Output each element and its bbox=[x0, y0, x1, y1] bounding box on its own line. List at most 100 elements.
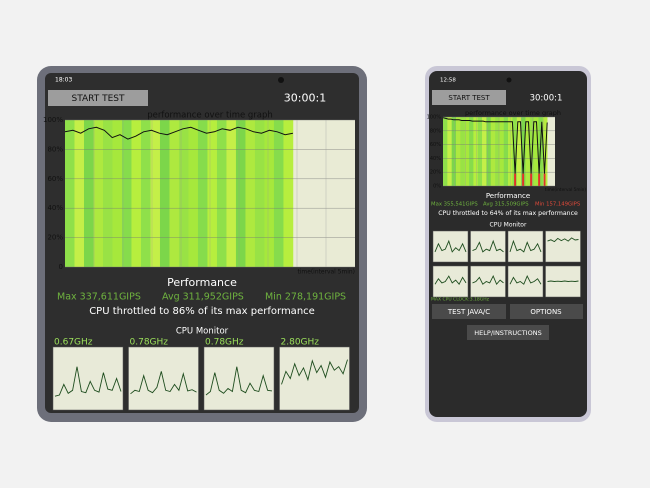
plot-stripe bbox=[477, 117, 483, 186]
start-button-label[interactable]: START TEST bbox=[448, 94, 490, 102]
cpu-trace bbox=[472, 239, 504, 253]
performance-title: Performance bbox=[486, 192, 530, 200]
y-tick-label: 0 bbox=[59, 263, 63, 271]
plot-stripe bbox=[65, 120, 75, 267]
plot-stripe bbox=[235, 120, 246, 267]
plot-stripe bbox=[273, 120, 284, 267]
cpu-monitor-box bbox=[128, 346, 199, 411]
plot-stripe bbox=[216, 120, 227, 267]
cpu-monitor-box bbox=[507, 265, 544, 298]
plot-stripe bbox=[464, 117, 470, 186]
drop-bar bbox=[514, 173, 517, 186]
plot-stripe bbox=[473, 117, 479, 186]
drop-bar bbox=[538, 173, 541, 186]
y-tick-label: 20% bbox=[47, 234, 63, 242]
plot-stripe bbox=[112, 120, 123, 267]
plot-stripe bbox=[525, 117, 531, 186]
max-label: Max 337,611GIPS bbox=[57, 292, 141, 303]
plot-stripe bbox=[83, 120, 94, 267]
y-tick-label: 80% bbox=[47, 145, 63, 153]
plot-stripe bbox=[469, 117, 474, 186]
plot-stripe bbox=[197, 120, 208, 267]
cpu-trace bbox=[205, 366, 273, 396]
test-button[interactable] bbox=[432, 304, 506, 319]
plot-stripe bbox=[451, 117, 457, 186]
max-clock: MAX CPU CLOCK:3.18GHz bbox=[431, 297, 490, 303]
avg-label: Avg 315,509GIPS bbox=[483, 202, 529, 208]
options-button[interactable] bbox=[510, 304, 583, 319]
start-button[interactable] bbox=[432, 90, 506, 105]
cpu-trace bbox=[434, 239, 467, 253]
y-tick-label: 60% bbox=[430, 142, 441, 148]
plot-stripe bbox=[283, 120, 294, 267]
plot-stripe bbox=[482, 117, 487, 186]
plot-stripe bbox=[443, 117, 448, 186]
cpu-monitor-box bbox=[470, 230, 506, 263]
performance-line bbox=[442, 117, 548, 174]
y-tick-label: 100% bbox=[427, 115, 442, 121]
plot-stripe bbox=[503, 117, 509, 186]
plot-stripe bbox=[512, 117, 518, 186]
cpu-trace bbox=[472, 275, 504, 286]
x-axis-label: time(interval 5min) bbox=[545, 187, 587, 193]
help-button[interactable] bbox=[467, 325, 549, 340]
cpu-frequency: 0.78GHz bbox=[205, 338, 244, 348]
timer: 30:00:1 bbox=[530, 94, 563, 104]
cpu-monitor-box bbox=[545, 230, 581, 263]
plot-stripe bbox=[516, 117, 522, 186]
cpu-monitor-title: CPU Monitor bbox=[490, 222, 527, 229]
plot-stripe bbox=[534, 117, 539, 186]
plot-stripe bbox=[140, 120, 151, 267]
graph-title: performance over time graph bbox=[147, 111, 273, 121]
plot-stripe bbox=[74, 120, 85, 267]
status-time: 12:58 bbox=[440, 78, 456, 84]
max-label: Max 355,541GIPS bbox=[431, 202, 478, 208]
plot-stripe bbox=[495, 117, 500, 186]
plot-stripe bbox=[264, 120, 275, 267]
plot-stripe bbox=[169, 120, 180, 267]
cpu-monitor-title: CPU Monitor bbox=[176, 327, 229, 337]
cpu-trace bbox=[547, 237, 579, 243]
cpu-trace bbox=[509, 239, 542, 253]
drop-bar bbox=[543, 173, 546, 186]
camera bbox=[506, 77, 512, 83]
plot-stripe bbox=[93, 120, 104, 267]
throttle-label: CPU throttled to 86% of its max performa… bbox=[89, 306, 315, 317]
cpu-monitor-box bbox=[432, 265, 469, 298]
plot-stripe bbox=[521, 117, 526, 186]
y-tick-label: 60% bbox=[47, 175, 63, 183]
start-button[interactable] bbox=[48, 90, 148, 106]
plot-stripe bbox=[542, 117, 548, 186]
plot-stripe bbox=[121, 120, 132, 267]
graph-title: performance over time graph bbox=[465, 109, 561, 117]
camera bbox=[278, 77, 284, 83]
cpu-trace bbox=[130, 371, 197, 395]
min-label: Min 157,149GIPS bbox=[535, 202, 581, 208]
cpu-trace bbox=[281, 359, 348, 385]
plot-stripe bbox=[178, 120, 189, 267]
plot-stripe bbox=[207, 120, 218, 267]
status-time: 18:03 bbox=[55, 77, 72, 84]
start-button-label[interactable]: START TEST bbox=[71, 94, 125, 104]
y-tick-label: 20% bbox=[430, 170, 441, 176]
cpu-trace bbox=[434, 275, 467, 286]
plot-stripe bbox=[456, 117, 461, 186]
cpu-monitor-box bbox=[279, 346, 350, 411]
test-button-label[interactable]: TEST JAVA/C bbox=[447, 308, 490, 316]
options-button-label[interactable]: OPTIONS bbox=[530, 308, 562, 316]
cpu-trace bbox=[54, 366, 122, 397]
cpu-trace bbox=[509, 275, 542, 285]
plot-stripe bbox=[254, 120, 265, 267]
throttle-label: CPU throttled to 64% of its max performa… bbox=[438, 210, 578, 217]
cpu-frequency: 0.78GHz bbox=[130, 338, 169, 348]
drop-bar bbox=[522, 173, 525, 186]
plot-stripe bbox=[538, 117, 544, 186]
cpu-frequency: 0.67GHz bbox=[54, 338, 93, 348]
plot-stripe bbox=[490, 117, 496, 186]
help-button-label[interactable]: HELP/INSTRUCTIONS bbox=[474, 329, 541, 337]
performance-title: Performance bbox=[167, 276, 237, 289]
cpu-monitor-box bbox=[52, 346, 124, 411]
plot-stripe bbox=[102, 120, 113, 267]
avg-label: Avg 311,952GIPS bbox=[162, 292, 244, 303]
